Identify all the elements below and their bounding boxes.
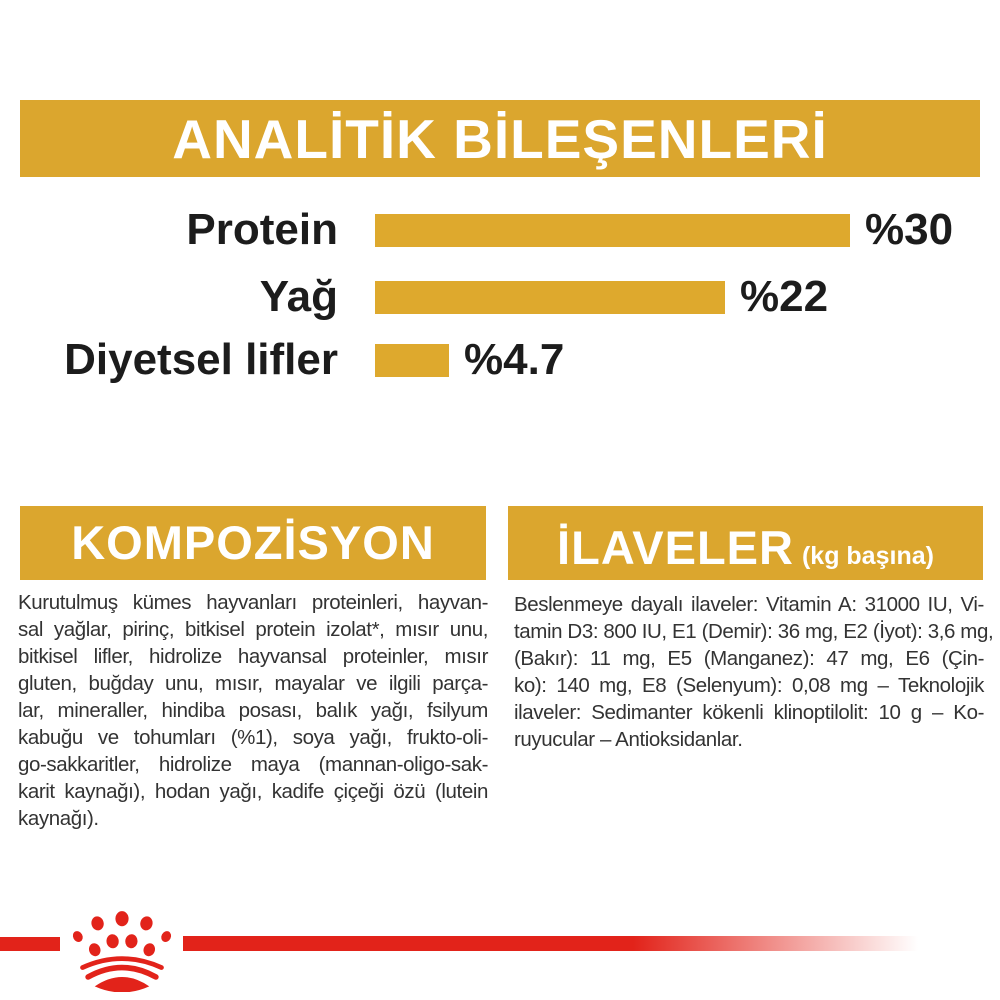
bar-label: Diyetsel lifler xyxy=(64,335,338,384)
composition-line: go-sakkaritler, hidrolize maya (mannan-o… xyxy=(18,753,488,776)
chart-row-fat: Yağ %22 xyxy=(0,272,829,321)
additives-line: ko): 140 mg, E8 (Selenyum): 0,08 mg – Te… xyxy=(514,674,984,697)
composition-line: kabuğu ve tohumları (%1), soya yağı, fru… xyxy=(18,726,488,749)
additives-line: tamin D3: 800 IU, E1 (Demir): 36 mg, E2 … xyxy=(514,620,1000,643)
chart-row-protein: Protein %30 xyxy=(0,205,954,254)
bar-fibre xyxy=(375,343,449,377)
composition-line: lar, mineraller, hindiba posası, balık y… xyxy=(18,699,488,722)
composition-line: Kurutulmuş kümes hayvanları proteinleri,… xyxy=(18,591,488,614)
chart-row-fibre: Diyetsel lifler %4.7 xyxy=(0,335,565,384)
composition-line: karit kaynağı), hodan yağı, kadife çiçeğ… xyxy=(18,780,488,803)
footer-red-bar-left xyxy=(0,937,60,951)
additives-banner: İLAVELER (kg başına) xyxy=(508,506,983,580)
bar-label: Yağ xyxy=(259,272,338,321)
composition-line: kaynağı). xyxy=(18,807,99,830)
additives-line: ruyucular – Antioksidanlar. xyxy=(514,728,743,751)
additives-line: Beslenmeye dayalı ilaveler: Vitamin A: 3… xyxy=(514,593,984,616)
additives-line: (Bakır): 11 mg, E5 (Manganez): 47 mg, E6… xyxy=(514,647,984,670)
bar-protein xyxy=(375,213,850,247)
analytics-banner: ANALİTİK BİLEŞENLERİ xyxy=(20,100,980,177)
additives-subtitle: (kg başına) xyxy=(801,542,934,570)
bar-value: %4.7 xyxy=(464,335,565,384)
analytics-title: ANALİTİK BİLEŞENLERİ xyxy=(172,107,828,170)
royal-canin-crown-logo xyxy=(72,911,172,992)
composition-line: sal yağlar, pirinç, bitkisel protein izo… xyxy=(18,618,488,641)
composition-title: KOMPOZİSYON xyxy=(71,516,435,569)
bar-value: %30 xyxy=(865,205,954,254)
composition-line: bitkisel lifler, hidrolize hayvansal pro… xyxy=(18,645,488,668)
footer-red-bar xyxy=(183,936,933,951)
additives-line: ilaveler: Sedimanter kökenli klinoptilol… xyxy=(514,701,984,724)
bar-value: %22 xyxy=(740,272,829,321)
additives-text: Beslenmeye dayalı ilaveler: Vitamin A: 3… xyxy=(514,591,1000,753)
bar-label: Protein xyxy=(186,205,338,254)
composition-banner: KOMPOZİSYON xyxy=(20,506,486,580)
bar-fat xyxy=(375,280,725,314)
composition-text: Kurutulmuş kümes hayvanları proteinleri,… xyxy=(18,589,488,832)
composition-line: gluten, buğday unu, mısır, mayalar ve il… xyxy=(18,672,488,695)
additives-title: İLAVELER xyxy=(557,521,794,574)
